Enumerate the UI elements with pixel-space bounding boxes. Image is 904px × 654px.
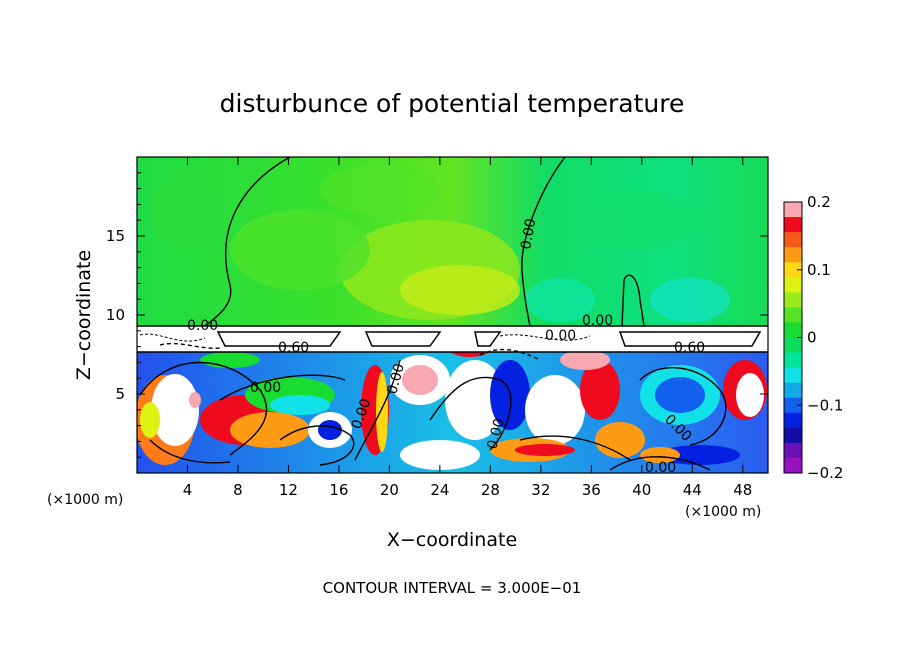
colorbar-swatch — [784, 457, 802, 474]
contour-label: 0.60 — [278, 340, 309, 356]
y-axis-label: Z−coordinate — [73, 250, 95, 380]
x-tick-label: 40 — [632, 481, 651, 499]
y-tick-label: 15 — [106, 227, 125, 245]
x-tick-label: 44 — [683, 481, 702, 499]
contour-label: 0.00 — [484, 417, 508, 451]
x-tick-label: 48 — [733, 481, 752, 499]
contour-label: 0.00 — [250, 380, 281, 396]
colorbar-swatch — [784, 217, 802, 233]
x-tick-label: 36 — [582, 481, 601, 499]
colorbar-swatch — [784, 322, 802, 338]
colorbar-swatch — [784, 307, 802, 323]
colorbar-tick-label: 0.1 — [807, 261, 831, 279]
colorbar-swatch — [784, 427, 802, 444]
x-tick-label: 8 — [233, 481, 243, 499]
x-tick-label: 32 — [531, 481, 550, 499]
x-tick-label: 4 — [183, 481, 193, 499]
contour-label: 0.00 — [645, 460, 676, 476]
colorbar-swatch — [784, 292, 802, 308]
lower-field — [137, 352, 768, 473]
x-tick-label: 24 — [430, 481, 449, 499]
x-tick-label: 20 — [380, 481, 399, 499]
colorbar-swatch — [784, 277, 802, 293]
colorbar-swatch — [784, 397, 802, 414]
contour-label: 0.00 — [582, 313, 613, 329]
colorbar-tick-label: −0.1 — [807, 396, 843, 414]
chart-title: disturbunce of potential temperature — [220, 89, 685, 118]
colorbar-tick-label: 0 — [807, 329, 817, 347]
contour-label: 0.00 — [545, 328, 576, 344]
contour-label: 0.00 — [518, 217, 539, 250]
contour-band — [137, 325, 768, 353]
contour-label: 0.00 — [187, 318, 218, 334]
x-axis-label: X−coordinate — [387, 529, 517, 551]
colorbar-swatch — [784, 442, 802, 459]
colorbar-swatch — [784, 352, 802, 369]
colorbar: 0.2 0.1 0 −0.1 −0.2 — [783, 193, 843, 482]
x-tick-label: 16 — [329, 481, 348, 499]
colorbar-tick-label: 0.2 — [807, 193, 831, 211]
y-unit-label: (×1000 m) — [47, 492, 123, 508]
colorbar-swatch — [784, 337, 802, 354]
colorbar-swatch — [784, 262, 802, 278]
contour-lines — [139, 157, 727, 471]
colorbar-swatch — [784, 367, 802, 384]
contour-label: 0.60 — [674, 340, 705, 356]
contour-label: 0.00 — [384, 362, 408, 396]
contour-label-group: 0.00 0.60 0.00 0.00 0.00 0.00 0.00 0.00 … — [187, 217, 705, 476]
contour-interval-footnote: CONTOUR INTERVAL = 3.000E−01 — [323, 579, 582, 597]
colorbar-swatch — [784, 247, 802, 263]
colorbar-swatch — [784, 412, 802, 429]
y-tick-label: 5 — [115, 385, 125, 403]
x-tick-label: 28 — [481, 481, 500, 499]
x-tick-label: 12 — [279, 481, 298, 499]
colorbar-swatch — [784, 202, 802, 218]
upper-field — [137, 157, 768, 329]
colorbar-swatch — [784, 382, 802, 399]
x-unit-label: (×1000 m) — [685, 504, 761, 520]
y-tick-label: 10 — [106, 306, 125, 324]
colorbar-tick-label: −0.2 — [807, 464, 843, 482]
colorbar-swatch — [784, 232, 802, 248]
